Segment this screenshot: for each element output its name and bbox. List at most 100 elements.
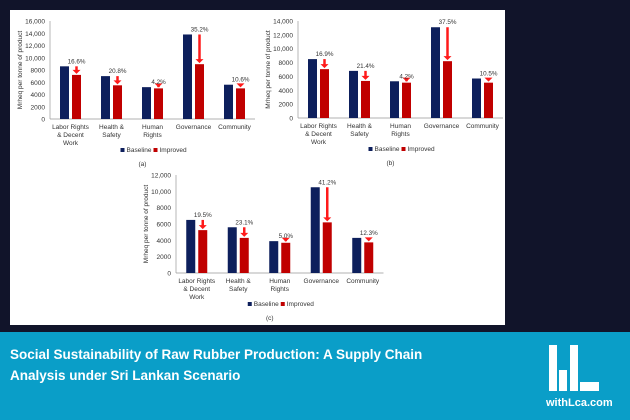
- reduction-label: 10.5%: [480, 71, 498, 78]
- y-axis-label: Mrheq per tonne of product: [143, 185, 150, 264]
- bar-baseline: [390, 81, 399, 118]
- chart-a: 0 2000 4000 6000 8000 10,000 12,000 14,000 16,00…: [17, 19, 255, 168]
- y-tick-label: 16,000: [25, 19, 45, 26]
- category-label: Governance: [176, 124, 212, 131]
- category-label: Community: [466, 123, 500, 130]
- bar-improved: [402, 82, 411, 118]
- category-label: Health & Safety: [347, 123, 373, 138]
- reduction-label: 41.2%: [318, 179, 336, 186]
- bar-improved: [154, 88, 163, 119]
- y-tick-label: 8000: [279, 60, 294, 67]
- y-tick-label: 6000: [31, 80, 46, 87]
- bar-improved: [320, 69, 329, 118]
- legend-swatch-improved: [280, 302, 285, 306]
- category-label: Human Rights: [269, 278, 290, 293]
- figure-panel: 0 2000 4000 6000 8000 10,000 12,000 14,000 16,00…: [10, 10, 505, 325]
- y-tick-label: 6000: [157, 222, 172, 229]
- y-tick-label: 2000: [31, 104, 46, 111]
- bar-baseline: [227, 227, 237, 273]
- reduction-arrowhead: [236, 83, 245, 88]
- y-axis-label: Mrheq per tonne of product: [265, 30, 272, 109]
- y-tick-label: 2000: [157, 254, 172, 261]
- y-tick-label: 0: [41, 117, 45, 124]
- reduction-label: 35.2%: [191, 26, 209, 33]
- reduction-label: 4.2%: [151, 79, 166, 86]
- reduction-label: 5.0%: [279, 233, 294, 240]
- y-tick-label: 2000: [279, 102, 294, 109]
- category-label: Human Rights: [142, 124, 163, 139]
- reduction-label: 10.6%: [232, 77, 250, 84]
- y-tick-label: 4000: [279, 88, 294, 95]
- legend-swatch-baseline: [120, 148, 125, 152]
- reduction-arrowhead: [198, 225, 207, 230]
- bar-baseline: [310, 187, 320, 273]
- legend-label-improved: Improved: [160, 147, 187, 154]
- reduction-label: 37.5%: [439, 19, 457, 26]
- reduction-label: 4.2%: [399, 73, 414, 80]
- article-title: Social Sustainability of Raw Rubber Prod…: [10, 347, 423, 383]
- bar-improved: [195, 64, 204, 119]
- bar-baseline: [224, 84, 233, 119]
- legend-label-baseline: Baseline: [127, 147, 152, 154]
- reduction-arrowhead: [154, 83, 163, 88]
- panel-label: (a): [139, 161, 147, 168]
- reduction-label: 19.5%: [194, 212, 212, 219]
- bar-improved: [236, 88, 245, 119]
- bar-improved: [72, 74, 81, 119]
- bar-improved: [364, 242, 374, 273]
- bar-baseline: [101, 76, 110, 119]
- bar-baseline: [349, 70, 358, 118]
- bar-baseline: [472, 78, 481, 118]
- charts-svg: 0 2000 4000 6000 8000 10,000 12,000 14,000 16,00…: [17, 19, 503, 322]
- reduction-arrowhead: [484, 77, 493, 82]
- bar-baseline: [186, 219, 196, 273]
- bar-improved: [322, 222, 332, 273]
- category-label: Community: [218, 124, 252, 131]
- panel-label: (c): [266, 315, 274, 322]
- reduction-arrowhead: [113, 80, 122, 85]
- y-tick-label: 4000: [157, 238, 172, 245]
- bar-improved: [113, 85, 122, 119]
- bar-improved: [281, 242, 291, 273]
- y-tick-label: 0: [167, 271, 171, 278]
- banner: Social Sustainability of Raw Rubber Prod…: [0, 332, 630, 420]
- bar-improved: [484, 82, 493, 118]
- bar-improved: [239, 237, 249, 273]
- legend-label-baseline: Baseline: [375, 146, 400, 153]
- y-tick-label: 10,000: [273, 46, 293, 53]
- panel-label: (b): [387, 160, 395, 167]
- y-tick-label: 4000: [31, 92, 46, 99]
- category-label: Governance: [424, 123, 460, 130]
- y-tick-label: 14,000: [25, 31, 45, 38]
- bar-improved: [198, 230, 208, 273]
- legend-label-baseline: Baseline: [254, 301, 279, 308]
- category-label: Labor Rights & Decent Work: [300, 123, 338, 146]
- legend-swatch-improved: [153, 148, 158, 152]
- reduction-arrowhead: [72, 69, 81, 74]
- bar-baseline: [269, 241, 279, 273]
- y-tick-label: 6000: [279, 74, 294, 81]
- bar-baseline: [431, 27, 440, 118]
- category-label: Governance: [304, 278, 340, 285]
- reduction-arrowhead: [320, 64, 329, 69]
- reduction-arrowhead: [323, 217, 332, 222]
- bar-baseline: [142, 87, 151, 119]
- reduction-arrowhead: [364, 237, 373, 242]
- legend-swatch-baseline: [368, 147, 373, 151]
- reduction-arrowhead: [240, 232, 249, 237]
- reduction-arrowhead: [361, 75, 370, 80]
- y-tick-label: 8000: [157, 205, 172, 212]
- reduction-arrowhead: [402, 77, 411, 82]
- withlca-logo[interactable]: withLca.com: [546, 345, 626, 415]
- legend-label-improved: Improved: [408, 146, 435, 153]
- y-axis-label: Mrheq per tonne of product: [17, 31, 24, 110]
- legend-label-improved: Improved: [287, 301, 314, 308]
- bar-baseline: [308, 59, 317, 118]
- y-tick-label: 12,000: [273, 32, 293, 39]
- y-tick-label: 8000: [31, 68, 46, 75]
- y-tick-label: 14,000: [273, 19, 293, 26]
- y-tick-label: 12,000: [151, 173, 171, 180]
- bar-baseline: [183, 34, 192, 119]
- category-label: Health & Safety: [226, 278, 252, 293]
